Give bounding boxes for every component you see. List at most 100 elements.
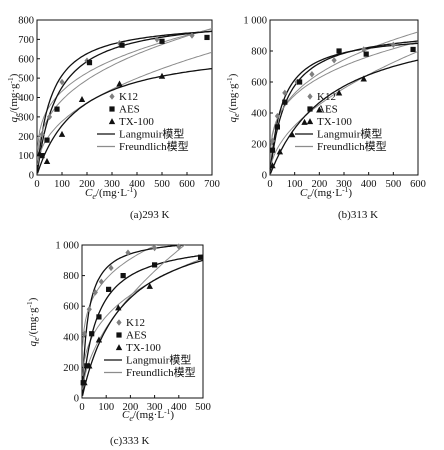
x-tick-label: 400 xyxy=(361,179,377,190)
legend-label-aes: AES xyxy=(317,104,338,116)
data-point-tx100 xyxy=(86,362,93,369)
langmuir-curve-k12 xyxy=(37,30,212,170)
data-point-k12 xyxy=(361,46,367,53)
x-tick-label: 100 xyxy=(287,179,303,190)
freundlich-curve-k12 xyxy=(270,31,418,151)
data-point-aes xyxy=(119,42,125,48)
x-tick-label: 600 xyxy=(410,179,426,190)
x-axis-label: Ce/(mg·L-1) xyxy=(85,185,137,201)
data-point-tx100 xyxy=(335,89,343,96)
x-tick-label: 300 xyxy=(104,179,120,190)
langmuir-curve-tx100 xyxy=(82,259,203,396)
y-tick-label: 200 xyxy=(18,132,34,143)
data-point-tx100 xyxy=(81,379,88,386)
data-point-k12 xyxy=(81,330,88,337)
langmuir-curve-aes xyxy=(37,30,212,172)
x-tick-label: 500 xyxy=(385,179,401,190)
legend-label-k12: K12 xyxy=(119,91,138,103)
series-k12 xyxy=(39,32,195,138)
x-tick-label: 700 xyxy=(204,179,220,190)
chart-a: 0 100 200 300 400 500 600 700 0 100 200 300 400 500 60… xyxy=(6,16,220,222)
data-point-k12 xyxy=(108,264,114,272)
data-point-tx100 xyxy=(58,130,66,137)
y-axis-label: qe/(mg·g-1) xyxy=(25,297,41,346)
data-point-aes xyxy=(152,262,158,268)
langmuir-curve-k12 xyxy=(82,245,192,387)
y-tick-label: 300 xyxy=(18,112,34,123)
data-point-k12 xyxy=(274,112,280,120)
data-point-aes xyxy=(297,79,303,85)
data-point-k12 xyxy=(331,57,337,64)
data-point-aes xyxy=(159,38,165,44)
y-axis-label: qe/(mg·g-1) xyxy=(225,73,241,122)
data-point-k12 xyxy=(189,32,195,39)
langmuir-curve-aes xyxy=(82,254,203,394)
data-point-k12 xyxy=(309,71,315,78)
x-tick-label: 100 xyxy=(98,402,114,413)
data-point-aes xyxy=(269,147,276,153)
x-tick-label: 400 xyxy=(129,179,145,190)
data-point-aes xyxy=(96,314,102,320)
data-point-k12 xyxy=(176,243,182,250)
freundlich-curve-aes xyxy=(270,41,418,149)
legend-marker-tx100 xyxy=(115,344,123,351)
data-point-tx100 xyxy=(360,75,367,82)
x-tick-label: 400 xyxy=(171,402,187,413)
y-tick-label: 800 xyxy=(18,16,34,27)
x-tick-label: 600 xyxy=(179,179,195,190)
legend-label-langmuir: Langmuir模型 xyxy=(126,353,191,367)
data-point-tx100 xyxy=(115,304,122,311)
y-tick-label: 600 xyxy=(18,54,34,65)
legend-label-freundlich: Freundlich模型 xyxy=(317,139,387,153)
panel-caption: (c)333 K xyxy=(110,435,149,447)
series-tx100 xyxy=(269,75,367,169)
data-point-aes xyxy=(44,137,50,143)
legend-marker-aes xyxy=(116,332,122,338)
data-point-aes xyxy=(89,331,95,337)
y-tick-label: 400 xyxy=(18,93,34,104)
legend-marker-tx100 xyxy=(108,118,116,125)
x-tick-label: 500 xyxy=(195,402,211,413)
y-axis-label: qe/(mg·g-1) xyxy=(6,73,22,122)
legend-label-k12: K12 xyxy=(126,317,145,329)
freundlich-curve-tx100 xyxy=(82,245,186,390)
legend-label-k12: K12 xyxy=(317,91,336,103)
y-tick-label: 400 xyxy=(63,332,79,343)
series-tx100 xyxy=(36,72,166,165)
data-point-aes xyxy=(274,124,280,130)
series-k12 xyxy=(81,243,182,337)
x-tick-label: 200 xyxy=(79,179,95,190)
data-point-k12 xyxy=(92,289,98,296)
y-tick-label: 600 xyxy=(63,302,79,313)
freundlich-curve-aes xyxy=(37,28,212,156)
y-tick-label: 200 xyxy=(63,363,79,374)
legend-label-freundlich: Freundlich模型 xyxy=(126,365,196,379)
data-point-k12 xyxy=(154,36,160,43)
panel-caption: (a)293 K xyxy=(130,209,169,221)
x-tick-label: 500 xyxy=(154,179,170,190)
data-point-aes xyxy=(86,60,93,66)
data-point-aes xyxy=(282,99,288,105)
x-axis-label: Ce/(mg·L-1) xyxy=(122,407,174,423)
x-tick-label: 200 xyxy=(311,179,327,190)
legend-marker-tx100 xyxy=(306,118,314,125)
data-point-aes xyxy=(106,286,112,292)
data-point-k12 xyxy=(152,244,158,252)
y-tick-label: 100 xyxy=(18,151,34,162)
legend-label-aes: AES xyxy=(126,330,147,342)
data-point-aes xyxy=(197,254,204,260)
y-tick-label: 600 xyxy=(251,78,267,89)
data-point-k12 xyxy=(86,306,92,313)
y-tick-label: 400 xyxy=(251,109,267,120)
data-point-aes xyxy=(410,46,416,53)
freundlich-curve-k12 xyxy=(37,28,212,148)
legend-marker-aes xyxy=(109,106,115,112)
y-tick-label: 700 xyxy=(18,35,34,46)
legend-label-langmuir: Langmuir模型 xyxy=(317,127,382,141)
series-aes xyxy=(269,46,416,153)
y-tick-label: 1 000 xyxy=(243,16,267,27)
legend-label-tx100: TX-100 xyxy=(317,116,352,128)
